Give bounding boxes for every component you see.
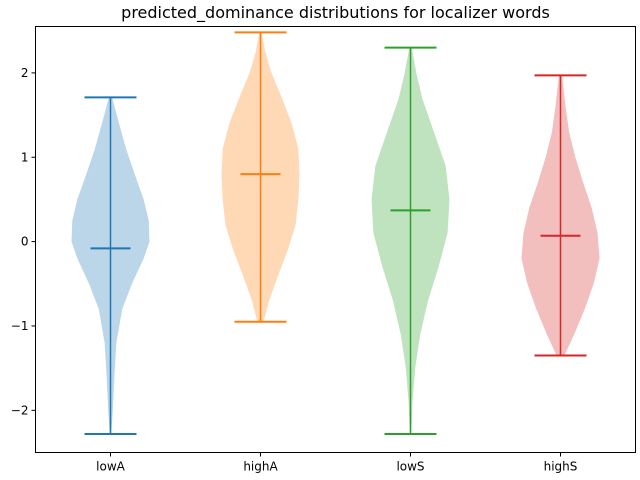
- x-tick-label-lowA: lowA: [96, 460, 125, 474]
- y-axis: 2 1 0 −1 −2: [11, 66, 36, 417]
- x-tick-label-highA: highA: [243, 460, 278, 474]
- violin-layer: [71, 31, 600, 435]
- y-tick-label-4: −2: [11, 403, 29, 417]
- plot-frame: [35, 26, 636, 453]
- y-tick-label-1: 1: [21, 150, 29, 164]
- y-tick-label-2: 0: [21, 235, 29, 249]
- chart-title: predicted_dominance distributions for lo…: [121, 3, 550, 23]
- x-tick-label-lowS: lowS: [396, 460, 424, 474]
- x-tick-label-highS: highS: [544, 460, 578, 474]
- y-tick-label-0: 2: [21, 66, 29, 80]
- y-tick-label-3: −1: [11, 319, 29, 333]
- x-axis: lowA highA lowS highS: [96, 452, 578, 474]
